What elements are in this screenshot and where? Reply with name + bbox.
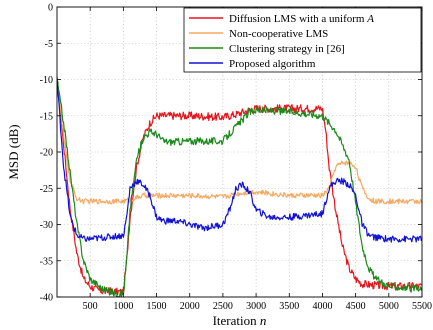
legend-label-text: Proposed algorithm (229, 58, 316, 70)
legend-label-text: Diffusion LMS with a uniform (229, 13, 365, 25)
y-axis-label: MSD (dB) (6, 124, 21, 179)
x-tick-label: 500 (83, 301, 98, 312)
legend-box (183, 7, 422, 73)
x-tick-label: 2500 (213, 301, 233, 312)
x-tick-label: 3000 (246, 301, 266, 312)
x-tick-label: 4000 (312, 301, 332, 312)
x-tick-label: 5500 (412, 301, 432, 312)
x-tick-label: 1500 (147, 301, 167, 312)
y-tick-label: -10 (40, 75, 53, 86)
series-lines (57, 76, 422, 297)
legend-label-3: Clustering strategy in [26] (229, 43, 345, 55)
x-tick-label: 4500 (346, 301, 366, 312)
legend-label-text: Non-cooperative LMS (229, 28, 328, 40)
x-tick-label: 5000 (379, 301, 399, 312)
y-tick-label: -30 (40, 220, 53, 231)
x-axis-label: Iteration n (213, 313, 267, 328)
legend-label-2: Non-cooperative LMS (229, 28, 328, 40)
x-tick-label: 2000 (180, 301, 200, 312)
x-axis-label-text: Iteration (213, 313, 258, 328)
x-tick-label: 3500 (279, 301, 299, 312)
legend-label-var: A (366, 13, 374, 25)
y-tick-label: -20 (40, 148, 53, 159)
legend: Diffusion LMS with a uniform A Non-cooper… (183, 7, 422, 73)
series-line-2 (57, 81, 422, 205)
y-tick-label: 0 (48, 3, 53, 14)
series-line-4 (57, 79, 422, 243)
legend-label-4: Proposed algorithm (229, 58, 316, 70)
axis-ticks: 500 1000 1500 2000 2500 3000 3500 4000 4500 5000 5… (40, 3, 432, 313)
y-tick-label: -25 (40, 184, 53, 195)
y-tick-label: -15 (40, 111, 53, 122)
x-axis-label-var: n (260, 313, 267, 328)
y-tick-label: -5 (45, 39, 53, 50)
y-tick-label: -40 (40, 293, 53, 304)
legend-label-1: Diffusion LMS with a uniform A (229, 13, 374, 25)
x-tick-label: 1000 (113, 301, 133, 312)
series-line-1 (57, 76, 422, 296)
y-tick-label: -35 (40, 256, 53, 267)
legend-label-text: Clustering strategy in [26] (229, 43, 345, 55)
